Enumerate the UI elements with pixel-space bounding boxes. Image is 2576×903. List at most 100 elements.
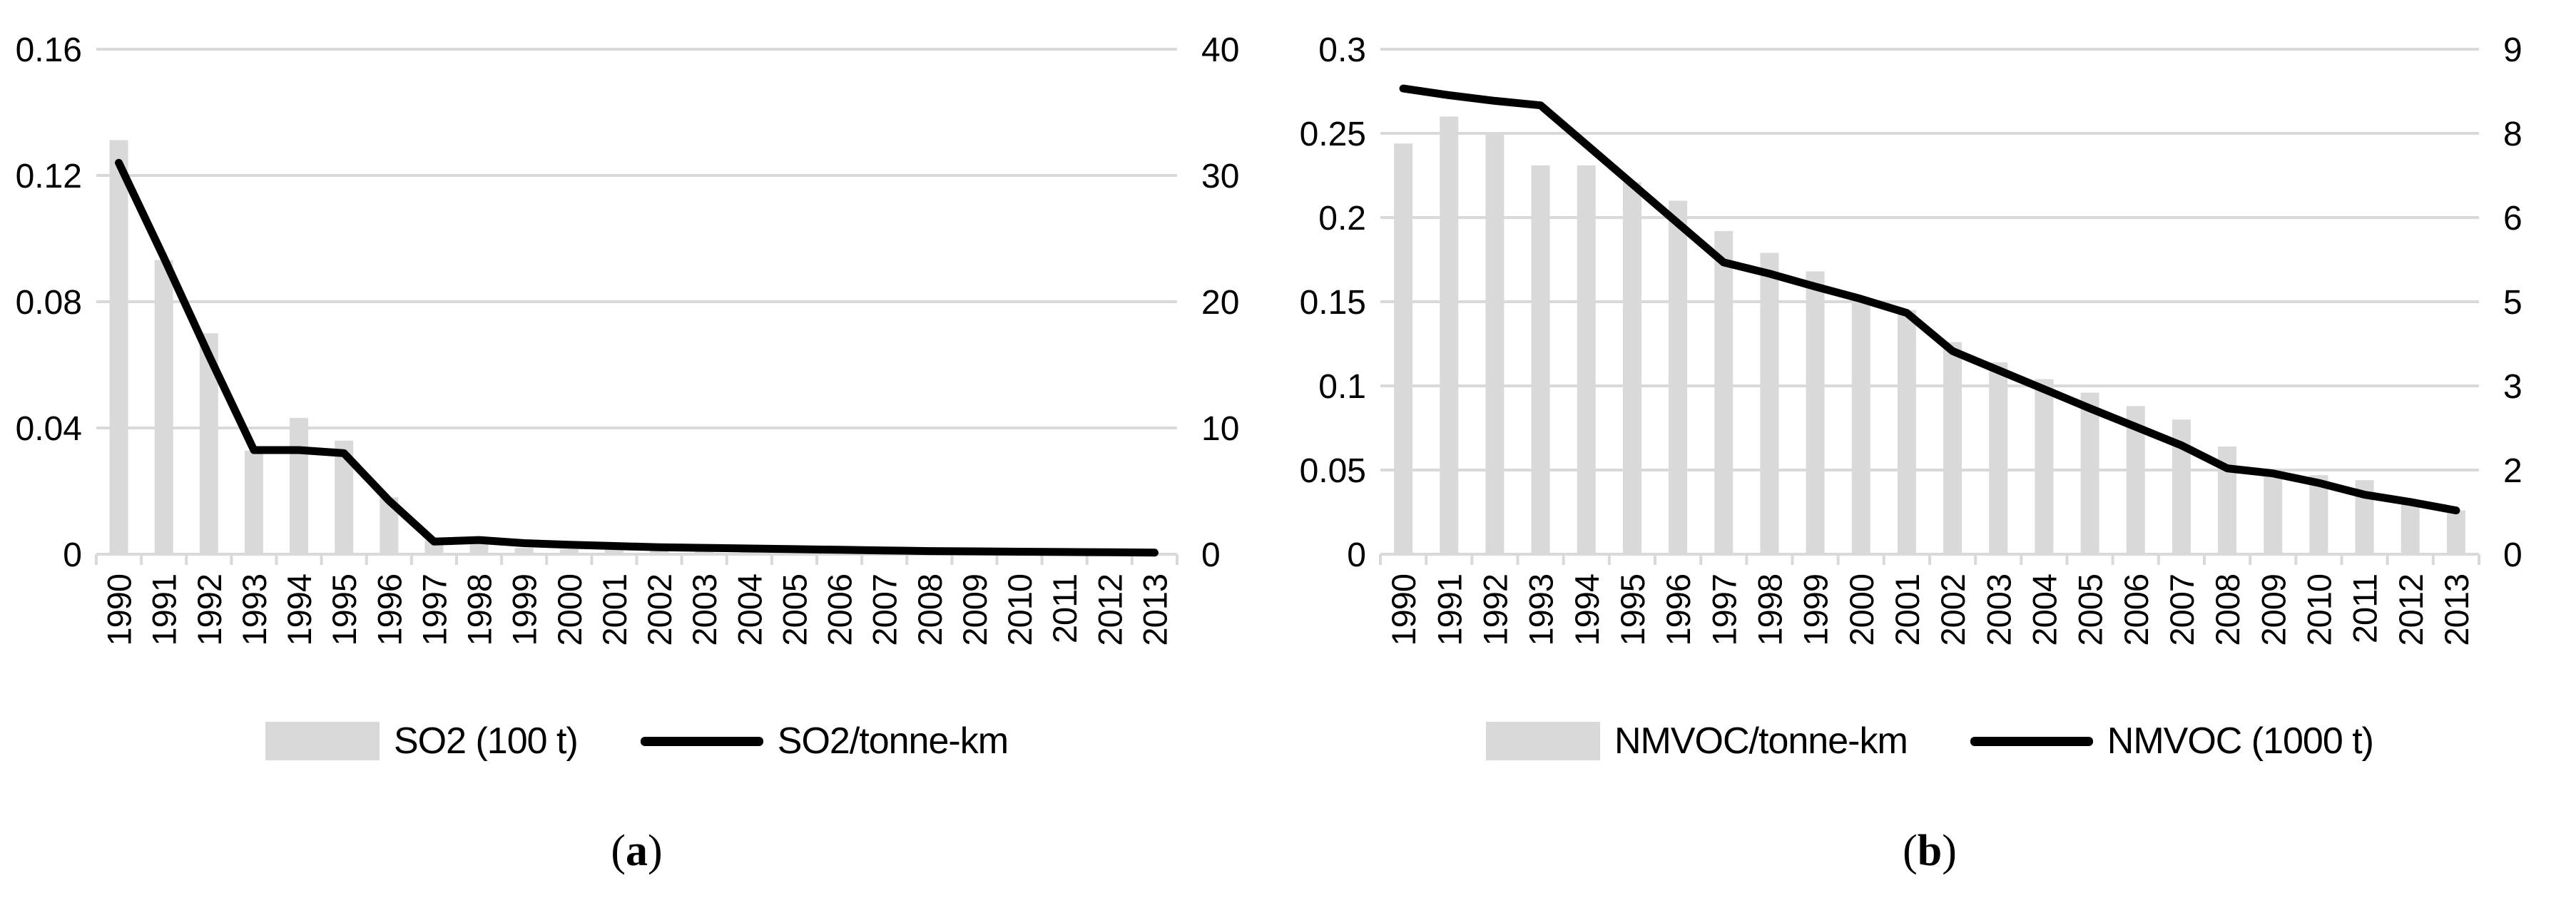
right-axis-tick-label: 30 <box>1201 158 1239 195</box>
legend-bar-swatch-icon <box>265 722 380 760</box>
left-axis-tick-label: 0.1 <box>1318 368 1366 406</box>
bar-2001 <box>604 549 623 554</box>
right-axis-tick-label: 10 <box>1201 410 1239 448</box>
year-label: 1994 <box>1568 574 1606 646</box>
legend-label: SO2 (100 t) <box>393 720 579 762</box>
year-label: 1998 <box>1751 574 1788 646</box>
bar-1992 <box>1485 133 1505 554</box>
legend-line-swatch-icon <box>1970 736 2093 746</box>
year-label: 1996 <box>1659 574 1697 646</box>
bar-1994 <box>1577 165 1596 555</box>
left-axis-tick-label: 0.3 <box>1318 31 1366 69</box>
right-axis-tick-label: 3 <box>2503 368 2522 406</box>
legend-label: NMVOC (1000 t) <box>2107 720 2374 762</box>
legend-item: SO2/tonne-km <box>640 720 1009 762</box>
year-label: 2007 <box>2163 574 2201 646</box>
year-label: 2003 <box>686 574 723 646</box>
bar-1990 <box>1394 143 1413 554</box>
year-label: 2004 <box>730 574 768 646</box>
year-label: 2004 <box>2025 574 2063 646</box>
year-label: 1995 <box>1614 574 1651 646</box>
year-label: 2002 <box>641 574 678 646</box>
year-label: 2010 <box>1001 574 1039 646</box>
year-label: 2005 <box>2072 574 2109 646</box>
year-label: 1993 <box>1522 574 1560 646</box>
year-label: 2005 <box>775 574 813 646</box>
right-axis-tick-label: 2 <box>2503 452 2522 490</box>
bar-1994 <box>290 417 309 554</box>
legend-bar-swatch-icon <box>1486 722 1600 760</box>
chart-b-legend: NMVOC/tonne-km NMVOC (1000 t) <box>1380 713 2479 769</box>
chart-a-legend: SO2 (100 t) SO2/tonne-km <box>96 713 1177 769</box>
bar-1993 <box>1531 165 1550 555</box>
year-label: 2002 <box>1934 574 1972 646</box>
bar-2009 <box>2264 473 2283 554</box>
year-label: 1998 <box>461 574 499 646</box>
bar-1998 <box>469 544 489 554</box>
bar-2001 <box>1897 310 1916 554</box>
year-label: 1993 <box>235 574 273 646</box>
year-label: 2009 <box>2254 574 2292 646</box>
year-label: 1991 <box>1430 574 1468 646</box>
left-axis-tick-label: 0 <box>1347 536 1366 574</box>
left-axis-tick-label: 0.05 <box>1300 452 1366 490</box>
bar-1991 <box>1440 116 1459 554</box>
bar-2004 <box>740 551 759 554</box>
bar-1995 <box>1622 182 1641 554</box>
caption-letter: a <box>626 827 648 875</box>
year-label: 2000 <box>1843 574 1880 646</box>
right-axis-tick-label: 0 <box>1201 536 1221 574</box>
legend-item: NMVOC (1000 t) <box>1970 720 2374 762</box>
year-label: 2012 <box>1091 574 1129 646</box>
year-label: 1992 <box>1476 574 1514 646</box>
bar-1999 <box>1806 271 1825 554</box>
bar-1991 <box>154 260 173 554</box>
year-label: 2012 <box>2392 574 2430 646</box>
year-label: 2006 <box>2117 574 2155 646</box>
caption-paren-open: ( <box>1903 827 1918 875</box>
year-label: 1991 <box>146 574 183 646</box>
legend-item: NMVOC/tonne-km <box>1486 720 1908 762</box>
caption-paren-close: ) <box>1942 827 1957 875</box>
year-label: 1992 <box>190 574 228 646</box>
chart-b-nmvoc: 0.3 9 0.25 8 0.2 6 0.15 5 0.1 3 0.05 2 0 0 1990 1991 199… <box>1288 0 2576 903</box>
bar-1999 <box>514 548 534 554</box>
right-axis-tick-label: 20 <box>1201 284 1239 322</box>
legend-line-swatch-icon <box>640 736 763 746</box>
bar-2003 <box>695 551 714 554</box>
year-label: 2006 <box>821 574 859 646</box>
left-axis-tick-label: 0.16 <box>16 31 82 69</box>
year-label: 2001 <box>1888 574 1926 646</box>
year-label: 1995 <box>325 574 363 646</box>
bar-2000 <box>559 549 579 554</box>
trend-line <box>115 158 1159 557</box>
bar-2002 <box>1943 342 1962 554</box>
right-axis-tick-label: 8 <box>2503 116 2522 153</box>
year-label: 1994 <box>280 574 318 646</box>
right-axis-tick-label: 6 <box>2503 200 2522 238</box>
year-label: 1997 <box>415 574 453 646</box>
right-axis-tick-label: 5 <box>2503 284 2522 322</box>
year-label: 2013 <box>2438 574 2475 646</box>
left-axis-tick-label: 0.25 <box>1300 116 1366 153</box>
right-axis-tick-label: 40 <box>1201 31 1239 69</box>
caption-letter: b <box>1917 827 1943 875</box>
caption-paren-open: ( <box>611 827 626 875</box>
left-axis-tick-label: 0.12 <box>16 158 82 195</box>
year-label: 2013 <box>1136 574 1174 646</box>
right-axis-tick-label: 0 <box>2503 536 2522 574</box>
year-label: 2010 <box>2300 574 2338 646</box>
bar-1996 <box>1669 200 1688 554</box>
bar-2002 <box>650 550 669 554</box>
bar-1998 <box>1760 252 1779 554</box>
left-axis-tick-label: 0.04 <box>16 410 82 448</box>
year-label: 1999 <box>506 574 544 646</box>
bar-2005 <box>2080 392 2099 554</box>
caption-paren-close: ) <box>648 827 663 875</box>
left-axis-tick-label: 0.2 <box>1318 200 1366 238</box>
bar-2003 <box>1989 362 2008 554</box>
year-label: 2011 <box>1046 574 1084 643</box>
